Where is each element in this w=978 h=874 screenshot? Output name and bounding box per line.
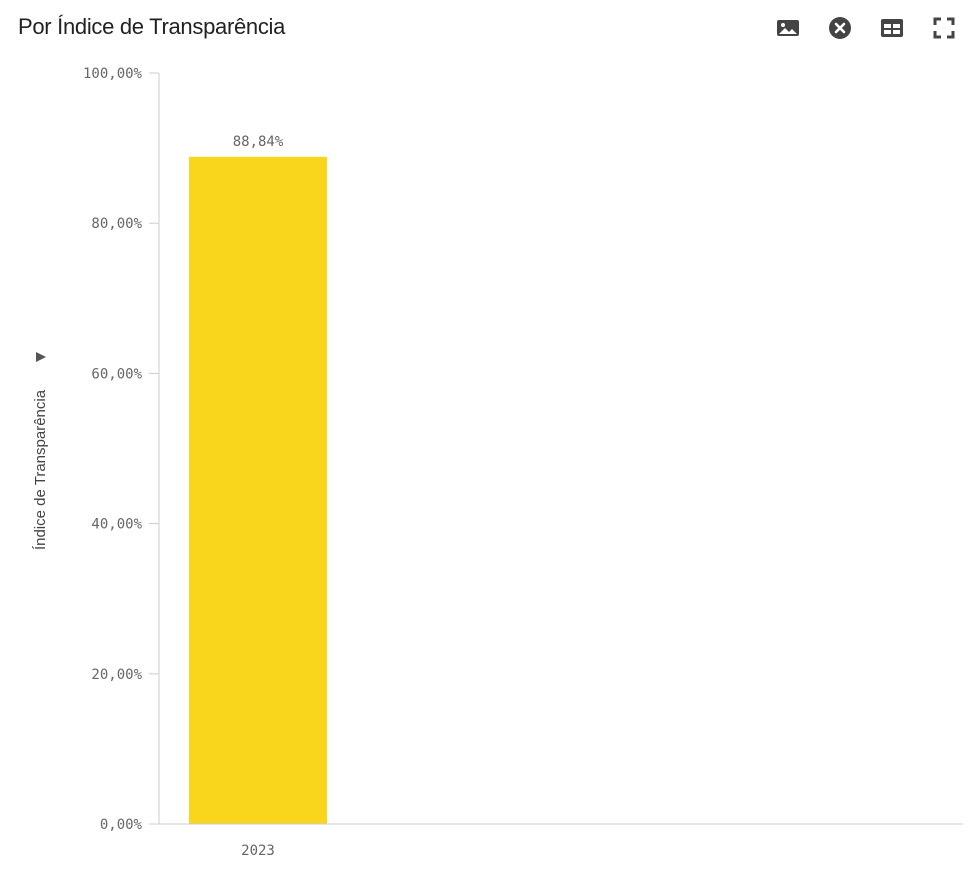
y-tick-label: 0,00% — [100, 817, 143, 833]
image-icon — [777, 20, 799, 36]
fullscreen-icon — [933, 17, 955, 39]
y-axis-title-group[interactable]: Índice de Transparência — [32, 352, 49, 550]
table-icon — [881, 19, 903, 37]
y-tick-label: 40,00% — [91, 517, 142, 533]
bars: 88,84% — [189, 134, 327, 825]
x-tick-label: 2023 — [241, 843, 275, 859]
data-label: 88,84% — [233, 134, 284, 150]
close-button[interactable] — [824, 12, 856, 44]
bar[interactable] — [189, 156, 327, 825]
close-circle-icon — [829, 17, 851, 39]
x-axis: 2023 — [159, 823, 963, 859]
y-axis: 0,00% 20,00% 40,00% 60,00% 80,00% 100,00% — [83, 66, 160, 833]
view-table-button[interactable] — [876, 12, 908, 44]
fullscreen-button[interactable] — [928, 12, 960, 44]
y-tick-label: 20,00% — [91, 667, 142, 683]
sort-caret-icon[interactable] — [36, 352, 46, 362]
export-image-button[interactable] — [772, 12, 804, 44]
chart-title: Por Índice de Transparência — [18, 14, 286, 39]
y-tick-label: 80,00% — [91, 216, 142, 232]
chart-toolbar — [772, 12, 960, 44]
y-tick-label: 60,00% — [91, 366, 142, 382]
y-axis-title: Índice de Transparência — [32, 389, 49, 550]
y-tick-label: 100,00% — [83, 66, 143, 82]
